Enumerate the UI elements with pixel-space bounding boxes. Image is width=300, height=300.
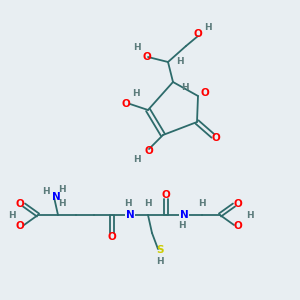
Text: H: H [178,221,186,230]
Text: H: H [133,154,141,164]
Text: H: H [246,211,254,220]
Text: O: O [108,232,116,242]
Text: H: H [42,188,50,196]
Text: H: H [176,58,184,67]
Text: H: H [58,185,66,194]
Text: O: O [122,99,130,109]
Text: O: O [234,221,242,231]
Text: O: O [145,146,153,156]
Text: S: S [156,245,164,255]
Text: O: O [212,133,220,143]
Text: H: H [204,22,212,32]
Text: H: H [132,89,140,98]
Text: N: N [52,192,60,202]
Text: O: O [162,190,170,200]
Text: H: H [198,199,206,208]
Text: H: H [58,199,66,208]
Text: H: H [133,44,141,52]
Text: O: O [201,88,209,98]
Text: H: H [124,199,132,208]
Text: O: O [16,221,24,231]
Text: H: H [144,199,152,208]
Text: O: O [194,29,202,39]
Text: H: H [156,257,164,266]
Text: O: O [16,199,24,209]
Text: O: O [234,199,242,209]
Text: O: O [142,52,152,62]
Text: H: H [181,82,189,91]
Text: N: N [126,210,134,220]
Text: H: H [8,211,16,220]
Text: N: N [180,210,188,220]
